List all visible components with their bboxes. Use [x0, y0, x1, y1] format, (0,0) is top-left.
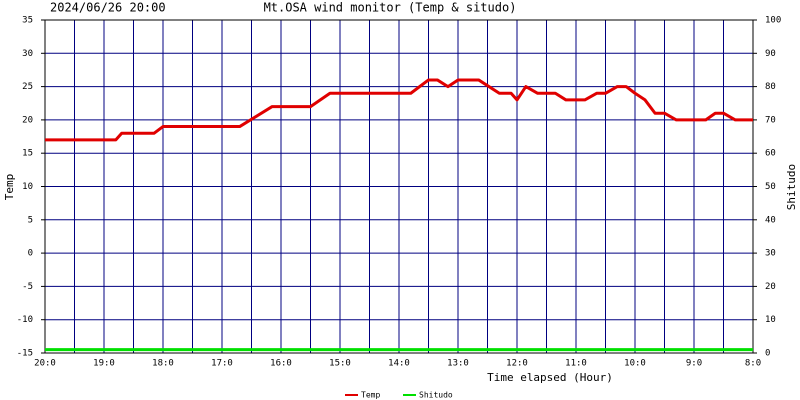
x-tick-label: 13:0 [447, 359, 469, 369]
y2-tick-label: 40 [765, 215, 776, 225]
x-tick-label: 19:0 [93, 359, 115, 369]
chart-title: Mt.OSA wind monitor (Temp & situdo) [264, 1, 517, 15]
y-axis-label: Temp [3, 174, 16, 201]
legend-label: Shitudo [419, 391, 453, 400]
y2-tick-label: 20 [765, 282, 776, 292]
y2-tick-label: 90 [765, 49, 776, 59]
x-tick-label: 15:0 [329, 359, 351, 369]
y2-tick-label: 100 [765, 16, 781, 26]
x-tick-label: 14:0 [388, 359, 410, 369]
y-tick-label: -5 [22, 282, 33, 292]
y-tick-label: -15 [17, 349, 33, 359]
y2-tick-label: 30 [765, 249, 776, 259]
y2-tick-label: 10 [765, 315, 776, 325]
y2-axis-label: Shitudo [785, 164, 798, 210]
y-tick-label: 25 [22, 82, 33, 92]
chart-subtitle: 2024/06/26 20:00 [50, 1, 166, 15]
y2-tick-label: 60 [765, 149, 776, 159]
x-tick-label: 9:0 [686, 359, 702, 369]
data-line [45, 78, 753, 142]
x-tick-label: 20:0 [34, 359, 56, 369]
y-tick-label: 0 [28, 249, 33, 259]
plot-frame [44, 19, 754, 354]
x-tick-label: 17:0 [211, 359, 233, 369]
y2-tick-label: 50 [765, 182, 776, 192]
x-tick-label: 10:0 [624, 359, 646, 369]
y-tick-label: -10 [17, 315, 33, 325]
y-tick-label: 15 [22, 149, 33, 159]
x-tick-label: 18:0 [152, 359, 174, 369]
y2-tick-label: 70 [765, 115, 776, 125]
y2-tick-label: 0 [765, 349, 770, 359]
y-tick-label: 20 [22, 115, 33, 125]
x-tick-label: 12:0 [506, 359, 528, 369]
y-tick-label: 10 [22, 182, 33, 192]
legend-label: Temp [361, 391, 380, 400]
x-axis-label: Time elapsed (Hour) [487, 371, 613, 384]
x-tick-label: 16:0 [270, 359, 292, 369]
x-tick-label: 8:0 [745, 359, 761, 369]
y-tick-label: 5 [28, 215, 33, 225]
x-tick-label: 11:0 [565, 359, 587, 369]
y2-tick-label: 80 [765, 82, 776, 92]
y-tick-label: 35 [22, 16, 33, 26]
y-tick-label: 30 [22, 49, 33, 59]
